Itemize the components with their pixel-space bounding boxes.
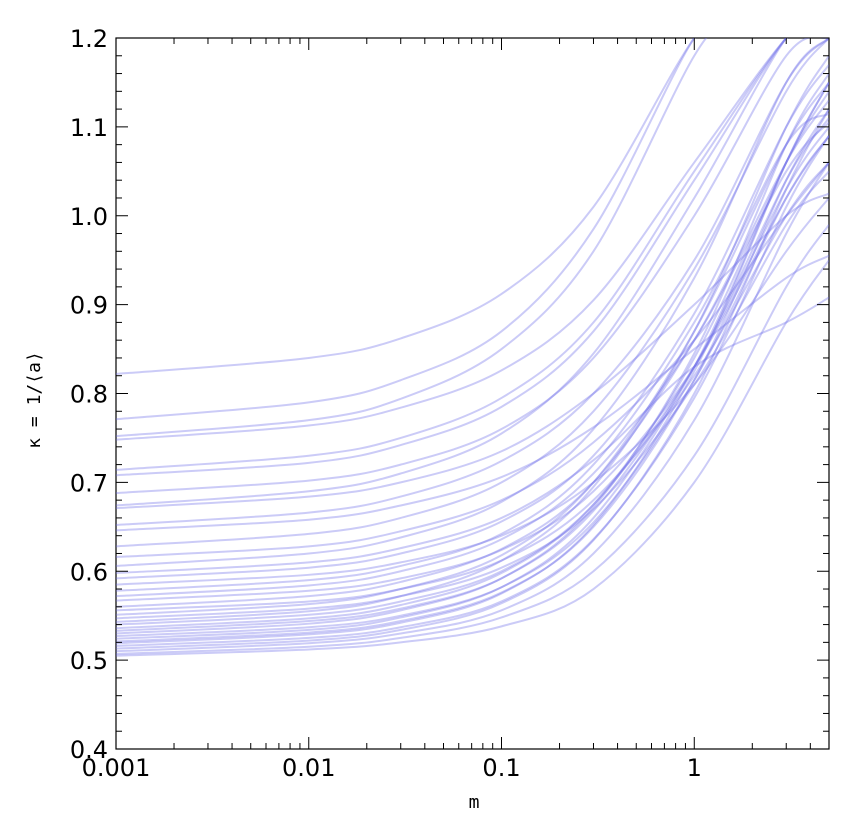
series-line-33 — [116, 81, 829, 645]
series-line-23 — [116, 81, 829, 616]
y-tick-label: 1.1 — [70, 114, 108, 142]
series-line-4 — [116, 38, 788, 441]
series-line-28 — [116, 117, 829, 632]
x-tick-labels: 0.001 0.01 0.1 1 — [82, 754, 702, 782]
series-line-17 — [116, 197, 829, 586]
y-tick-label: 0.7 — [70, 469, 108, 497]
series-line-5 — [116, 38, 788, 471]
series-line-35 — [116, 108, 829, 650]
y-tick-label: 0.4 — [70, 736, 108, 764]
series-line-12 — [116, 38, 829, 548]
y-tick-label: 0.8 — [70, 381, 108, 409]
series-line-15 — [116, 296, 829, 575]
y-tick-label: 0.9 — [70, 292, 108, 320]
y-tick-labels: 0.4 0.5 0.6 0.7 0.8 0.9 1.0 1.1 1.2 — [70, 25, 108, 764]
series-line-38 — [116, 259, 829, 657]
x-tick-label: 0.001 — [82, 754, 151, 782]
x-tick-label: 1 — [687, 754, 702, 782]
series-line-32 — [116, 108, 829, 643]
series-line-10 — [116, 38, 829, 527]
x-tick-label: 0.1 — [482, 754, 520, 782]
series-lines — [116, 38, 829, 657]
series-line-34 — [116, 135, 829, 647]
series-line-2 — [116, 38, 696, 421]
series-line-24 — [116, 170, 829, 620]
series-line-26 — [116, 126, 829, 626]
series-line-11 — [116, 254, 829, 532]
series-line-9 — [116, 192, 829, 510]
series-line-3 — [116, 38, 708, 438]
y-tick-label: 0.6 — [70, 558, 108, 586]
series-line-6 — [116, 38, 788, 477]
series-line-18 — [116, 112, 829, 592]
y-tick-label: 0.5 — [70, 647, 108, 675]
series-line-1 — [116, 38, 696, 375]
series-line-29 — [116, 73, 829, 635]
y-tick-label: 1.0 — [70, 203, 108, 231]
series-line-20 — [116, 135, 829, 602]
series-line-7 — [116, 38, 829, 495]
series-line-30 — [116, 135, 829, 638]
y-tick-label: 1.2 — [70, 25, 108, 53]
x-tick-label: 0.01 — [282, 754, 335, 782]
y-axis-label: κ = 1/⟨a⟩ — [24, 351, 45, 449]
series-line-16 — [116, 64, 829, 580]
x-axis-label: m — [469, 792, 480, 813]
series-line-37 — [116, 224, 829, 655]
series-line-8 — [116, 38, 788, 507]
series-line-31 — [116, 81, 829, 640]
series-line-27 — [116, 90, 829, 630]
series-line-21 — [116, 99, 829, 608]
series-line-25 — [116, 55, 829, 623]
series-line-22 — [116, 161, 829, 612]
x-axis-ticks — [115, 38, 830, 749]
y-axis-ticks — [116, 37, 829, 750]
series-line-13 — [116, 161, 829, 559]
series-line-36 — [116, 161, 829, 653]
series-line-14 — [116, 38, 829, 567]
series-line-19 — [116, 121, 829, 598]
